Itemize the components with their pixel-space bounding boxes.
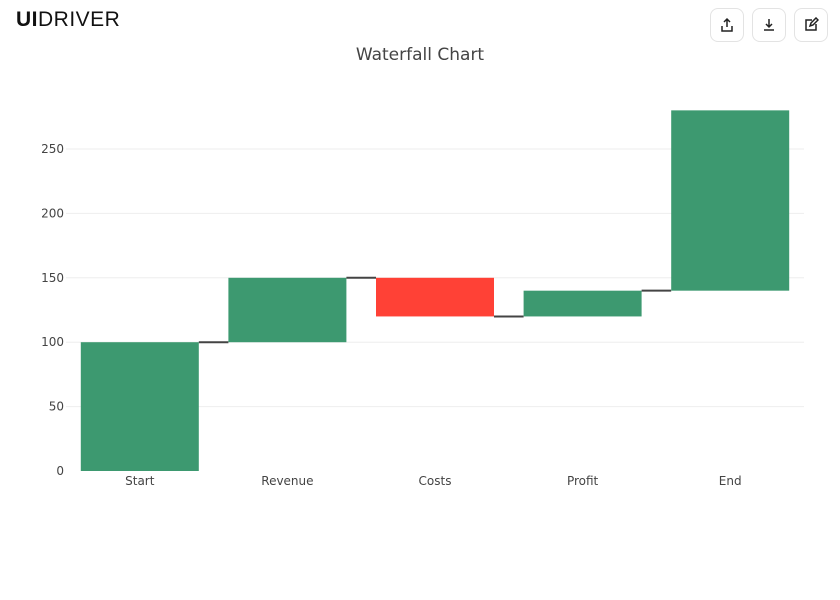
logo: UIDRIVER [16, 8, 120, 32]
bar-start [80, 342, 199, 471]
x-tick-label: Revenue [261, 474, 313, 488]
x-tick-label: Start [125, 474, 155, 488]
logo-rest: DRIVER [38, 8, 121, 31]
bar-revenue [228, 277, 347, 343]
x-tick-label: End [719, 474, 742, 488]
edit-icon [805, 17, 819, 31]
y-tick-label: 50 [49, 400, 64, 414]
x-tick-label: Profit [567, 474, 599, 488]
bar-end [671, 110, 790, 291]
y-tick-label: 250 [41, 142, 64, 156]
share-button[interactable] [710, 8, 744, 42]
y-tick-label: 100 [41, 335, 64, 349]
share-icon [721, 17, 733, 32]
y-tick-label: 150 [41, 271, 64, 285]
download-button[interactable] [752, 8, 786, 42]
x-tick-label: Costs [419, 474, 452, 488]
logo-bold: UI [16, 8, 38, 31]
chart-title: Waterfall Chart [355, 45, 485, 65]
bar-costs [376, 277, 494, 317]
edit-button[interactable] [794, 8, 828, 42]
y-tick-label: 0 [56, 464, 64, 478]
download-icon [764, 19, 774, 31]
y-tick-label: 200 [41, 206, 64, 220]
bar-profit [523, 290, 642, 317]
